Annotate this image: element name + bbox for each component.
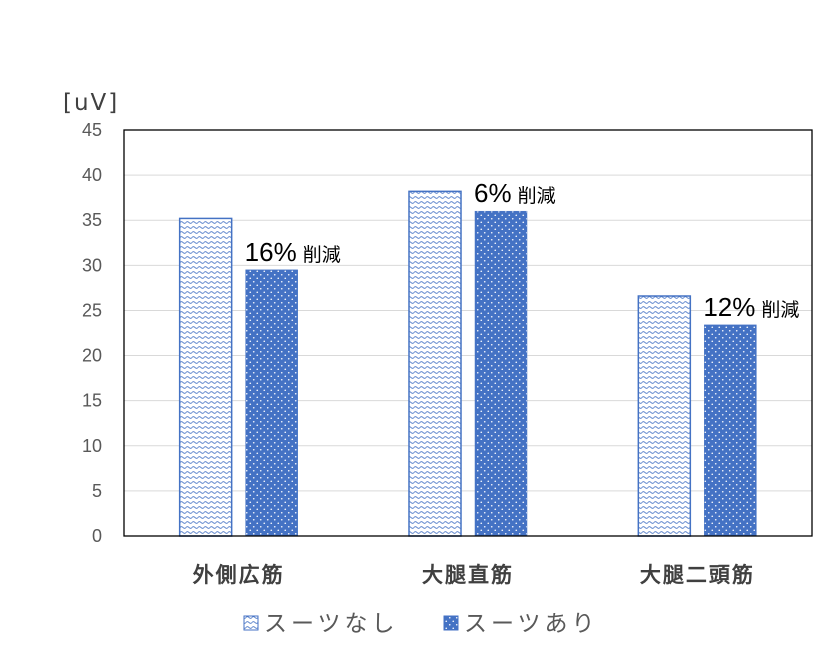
y-tick-label: 35 <box>82 210 102 230</box>
reduction-percent: 6% <box>474 178 512 208</box>
y-axis-ticks: 0 5 10 15 20 25 30 35 40 45 <box>82 120 102 546</box>
reduction-annotation: 6% 削減 <box>474 178 556 208</box>
y-tick-label: 0 <box>92 526 102 546</box>
legend-item-with-suit: スーツあり <box>443 611 599 637</box>
y-tick-label: 40 <box>82 165 102 185</box>
bar-with-suit-1 <box>474 210 528 537</box>
bar-with-suit-2 <box>704 324 757 537</box>
reduction-annotation: 16% 削減 <box>245 237 341 267</box>
legend-item-without-suit: スーツなし <box>243 611 399 637</box>
reduction-annotation: 12% 削減 <box>703 292 799 322</box>
legend-swatch <box>443 615 459 631</box>
y-tick-label: 20 <box>82 346 102 366</box>
annotations: 16% 削減 6% 削減 12% 削減 <box>245 178 800 322</box>
reduction-percent: 12% <box>703 292 755 322</box>
legend-label: スーツなし <box>264 611 399 637</box>
y-tick-label: 25 <box>82 300 102 320</box>
y-tick-label: 45 <box>82 120 102 140</box>
bar-without-suit-0 <box>178 217 233 537</box>
plot-area-border <box>123 129 813 537</box>
bar-without-suit-1 <box>408 190 462 537</box>
reduction-label: 削減 <box>303 244 341 266</box>
y-axis-label: [uV] <box>63 90 119 116</box>
category-label: 大腿二頭筋 <box>640 563 755 587</box>
y-tick-label: 5 <box>92 481 102 501</box>
reduction-percent: 16% <box>245 237 297 267</box>
y-tick-label: 30 <box>82 255 102 275</box>
legend: スーツなし スーツあり <box>243 611 599 637</box>
legend-label: スーツあり <box>464 611 599 637</box>
category-label: 大腿直筋 <box>422 563 514 587</box>
bar-without-suit-2 <box>637 295 692 537</box>
y-tick-label: 15 <box>82 391 102 411</box>
reduction-label: 削減 <box>761 299 799 321</box>
bar-with-suit-0 <box>245 269 298 537</box>
x-axis-categories: 外側広筋 大腿直筋 大腿二頭筋 <box>193 563 755 587</box>
reduction-label: 削減 <box>518 185 556 207</box>
y-tick-label: 10 <box>82 436 102 456</box>
legend-swatch <box>243 615 259 631</box>
category-label: 外側広筋 <box>193 563 285 587</box>
